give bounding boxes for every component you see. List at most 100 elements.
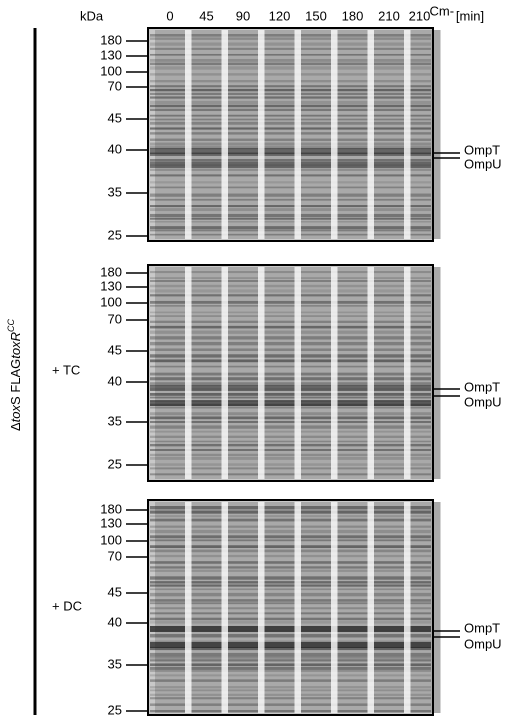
gel-band [150,679,431,682]
gel-band [150,703,431,706]
lane-gap [185,267,192,479]
marker-label: 25 [108,702,122,717]
lane-label: 210 [378,8,400,23]
gel-band [150,453,431,457]
gel-band [150,430,431,433]
lane-gap [367,30,374,239]
gel-band [150,100,431,105]
gel-band [150,646,431,651]
gel-band [150,396,431,399]
lane-gap [404,267,411,479]
gel-band [150,697,431,700]
marker-label: 40 [108,141,122,156]
marker-label: 180 [100,32,122,47]
gel-band [150,92,431,95]
lane-gap [185,30,192,239]
gel-lane [191,267,222,479]
gel-band [150,213,431,218]
gel-band [150,584,431,587]
gel-band [150,168,431,171]
band-label: OmpU [464,394,502,409]
gel-band [150,132,431,135]
lane-gap [258,502,265,713]
treatment-label: + TC [52,362,80,377]
marker-label: 130 [100,515,122,530]
gel-band [150,88,431,92]
gel-band [150,670,431,672]
gel-band [150,617,431,621]
lane-gap [221,267,228,479]
gel-band [150,127,431,130]
gel-band [150,440,431,443]
gel-band [150,372,431,376]
lane-gap [404,30,411,239]
lane-superscript: Cm- [430,3,455,18]
gel-band [150,576,431,580]
marker-label: 130 [100,278,122,293]
marker-label: 180 [100,501,122,516]
gel-band [150,186,431,189]
gel-band [150,416,431,420]
lane-label: 90 [236,8,250,23]
gel-band [150,37,431,40]
marker-label: 130 [100,47,122,62]
treatment-label: + DC [52,598,82,613]
gel-lane [410,267,441,479]
marker-label: 45 [108,342,122,357]
gel-band [150,535,431,539]
lane-gap [367,267,374,479]
gel-band [150,612,431,615]
gel-band [150,686,431,689]
band-label: OmpU [464,156,502,171]
gel-band [150,392,431,396]
gel-band [150,325,431,329]
gel-band [150,626,431,632]
gel-lane [264,267,295,479]
gel-band [150,34,431,37]
marker-label: 45 [108,110,122,125]
gel-lane [191,30,222,239]
gel-band [150,193,431,197]
gel-band [150,311,431,314]
lane-gap [367,502,374,713]
gel-band [150,659,431,662]
gel-band [150,284,431,288]
gel-band [150,506,431,510]
gel-band [150,118,431,121]
gel-band [150,473,431,476]
gel-lane [337,267,368,479]
gel-band [150,174,431,177]
label-part: CC [6,318,16,331]
gel-band [150,655,431,659]
gel-band [150,121,431,125]
gel-band [150,146,431,150]
gel-band [150,138,431,141]
gel-lane [301,267,331,479]
lane-gap [258,30,265,239]
gel-band [150,42,431,46]
gel-band [150,162,431,168]
gel-band [150,602,431,605]
lane-label: 150 [305,8,327,23]
gel-lane [374,267,404,479]
gel-lane [155,267,185,479]
gel-band [150,640,431,643]
gel-band [150,73,431,76]
label-part: Δ [8,422,23,431]
gel-band [150,510,431,514]
gel-band [150,229,431,232]
unit-label: kDa [80,8,104,23]
label-part: tox [8,341,23,359]
gel-band [150,336,431,340]
gel-band [150,588,431,591]
gel-panel [147,264,441,482]
gel-band [150,221,431,223]
gel-band [150,377,431,381]
gel-band [150,62,431,66]
gel-band [150,205,431,208]
gel-band [150,53,431,56]
marker-label: 35 [108,184,122,199]
marker-label: 35 [108,413,122,428]
gel-band [150,217,431,220]
marker-label: 100 [100,532,122,547]
